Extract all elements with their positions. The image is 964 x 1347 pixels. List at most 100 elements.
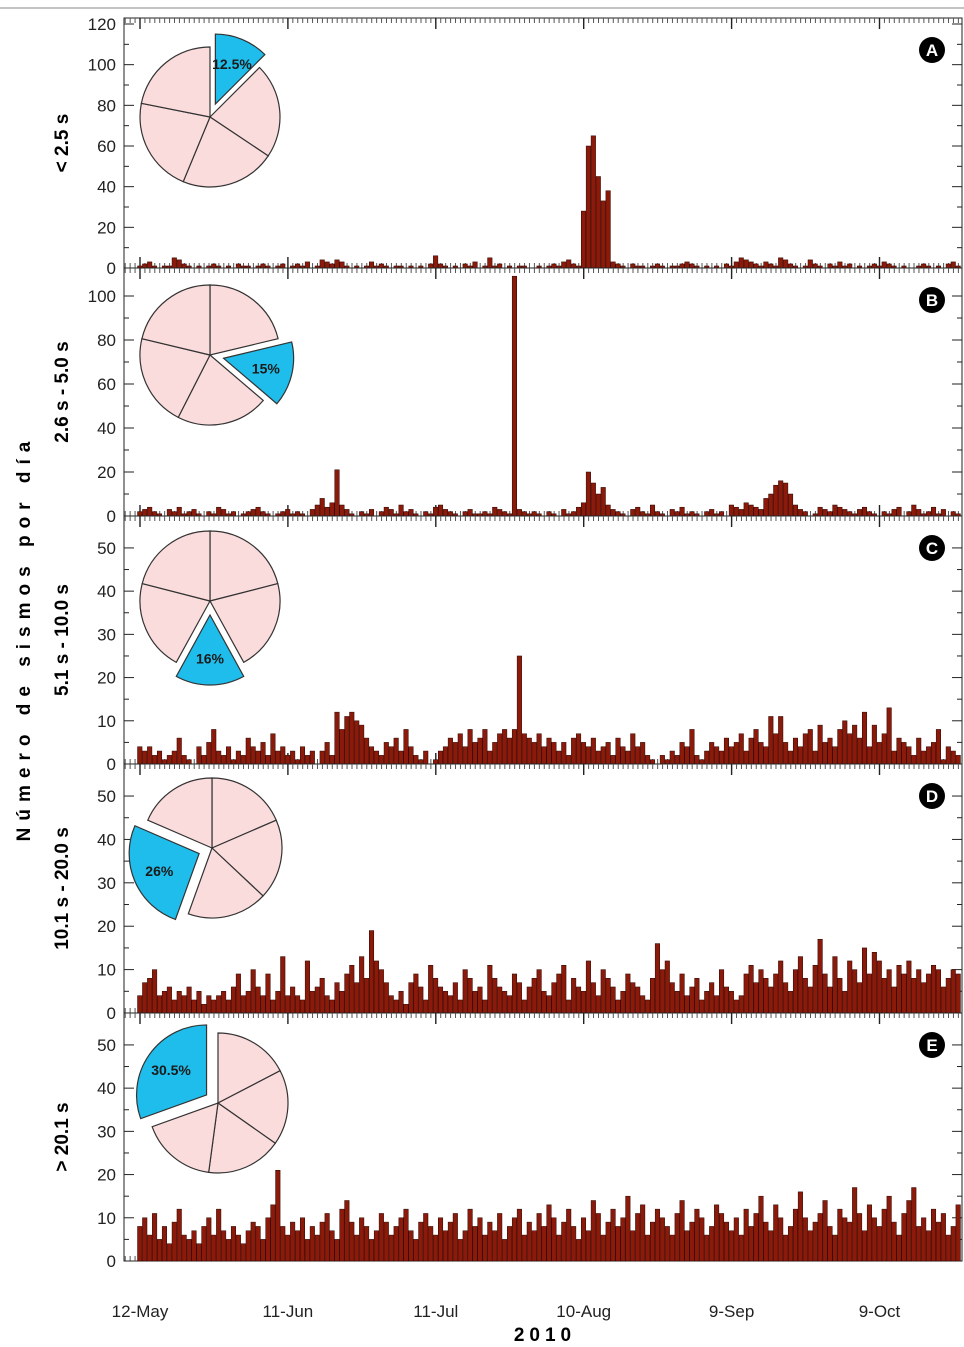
bar	[260, 995, 266, 1014]
bar	[615, 737, 621, 765]
bar	[511, 275, 517, 517]
bar	[457, 999, 463, 1014]
bar	[866, 511, 872, 517]
bar	[216, 1208, 222, 1262]
bar	[482, 511, 488, 517]
bar	[280, 1226, 286, 1262]
bar	[635, 506, 641, 517]
bar	[467, 1208, 473, 1262]
bar	[373, 960, 379, 1014]
bar	[280, 746, 286, 765]
bar	[926, 511, 932, 517]
bar	[324, 995, 330, 1014]
bar	[689, 263, 695, 269]
bar	[438, 986, 444, 1014]
bar	[566, 259, 572, 269]
bar	[916, 1226, 922, 1262]
bar	[733, 1217, 739, 1262]
bar	[319, 498, 325, 517]
bar	[950, 750, 956, 765]
bar	[566, 755, 572, 765]
bar	[847, 511, 853, 517]
y-tick-label: 50	[97, 539, 116, 558]
pie-slice	[141, 284, 211, 356]
bar	[630, 509, 636, 517]
bar	[689, 986, 695, 1014]
bar	[462, 263, 468, 269]
bar	[605, 742, 611, 765]
bar	[827, 737, 833, 765]
bar	[620, 746, 626, 765]
bar	[837, 1208, 843, 1262]
bar	[955, 755, 961, 765]
bar	[221, 755, 227, 765]
bar	[171, 750, 177, 765]
pie-slice	[216, 1069, 289, 1145]
bar	[797, 509, 803, 517]
bar	[295, 1230, 301, 1262]
bar	[497, 509, 503, 517]
bar	[876, 960, 882, 1014]
bar	[595, 750, 601, 765]
y-tick-label: 20	[97, 669, 116, 688]
bar	[817, 938, 823, 1014]
bar	[428, 263, 434, 269]
bar	[763, 746, 769, 765]
bar	[881, 511, 887, 517]
bar	[295, 263, 301, 269]
bar	[561, 1221, 567, 1262]
bar	[704, 1234, 710, 1262]
bar	[369, 1239, 375, 1262]
bar	[566, 999, 572, 1014]
bar	[669, 750, 675, 765]
bar	[334, 711, 340, 765]
bar	[600, 1234, 606, 1262]
bar	[137, 746, 143, 765]
bar	[797, 956, 803, 1014]
bar	[571, 511, 577, 517]
bar	[472, 991, 478, 1014]
bar	[137, 1226, 143, 1262]
bar	[881, 1208, 887, 1262]
y-tick-label: 20	[97, 917, 116, 936]
pie-slice	[139, 582, 211, 664]
bar	[650, 504, 656, 517]
bar	[561, 509, 567, 517]
bar	[566, 1208, 572, 1262]
bar	[827, 511, 833, 517]
bar	[482, 729, 488, 765]
bar	[585, 471, 591, 517]
bar	[457, 1239, 463, 1262]
bar	[733, 261, 739, 269]
bar	[398, 991, 404, 1014]
bar	[871, 263, 877, 269]
x-tick-label: 11-Jul	[413, 1302, 458, 1321]
bar	[783, 742, 789, 765]
bar	[640, 995, 646, 1014]
panel-badge	[919, 535, 945, 561]
bar	[763, 261, 769, 269]
bar	[620, 1217, 626, 1262]
bar	[369, 746, 375, 765]
bar	[181, 995, 187, 1014]
bar	[551, 263, 557, 269]
bar	[580, 742, 587, 765]
bar	[181, 1234, 187, 1262]
bar	[477, 737, 483, 765]
bar	[837, 978, 843, 1014]
bar	[827, 986, 833, 1014]
bar	[812, 1221, 818, 1262]
bar	[911, 1187, 917, 1262]
bar	[492, 506, 498, 517]
bar	[778, 960, 784, 1014]
bar	[733, 742, 739, 765]
bar	[507, 1226, 513, 1262]
bar	[723, 986, 729, 1014]
bar	[206, 1217, 212, 1262]
bar	[585, 1230, 591, 1262]
pie-slice	[209, 530, 279, 602]
bar	[447, 995, 453, 1014]
bar	[418, 1221, 424, 1262]
bar	[778, 1217, 784, 1262]
